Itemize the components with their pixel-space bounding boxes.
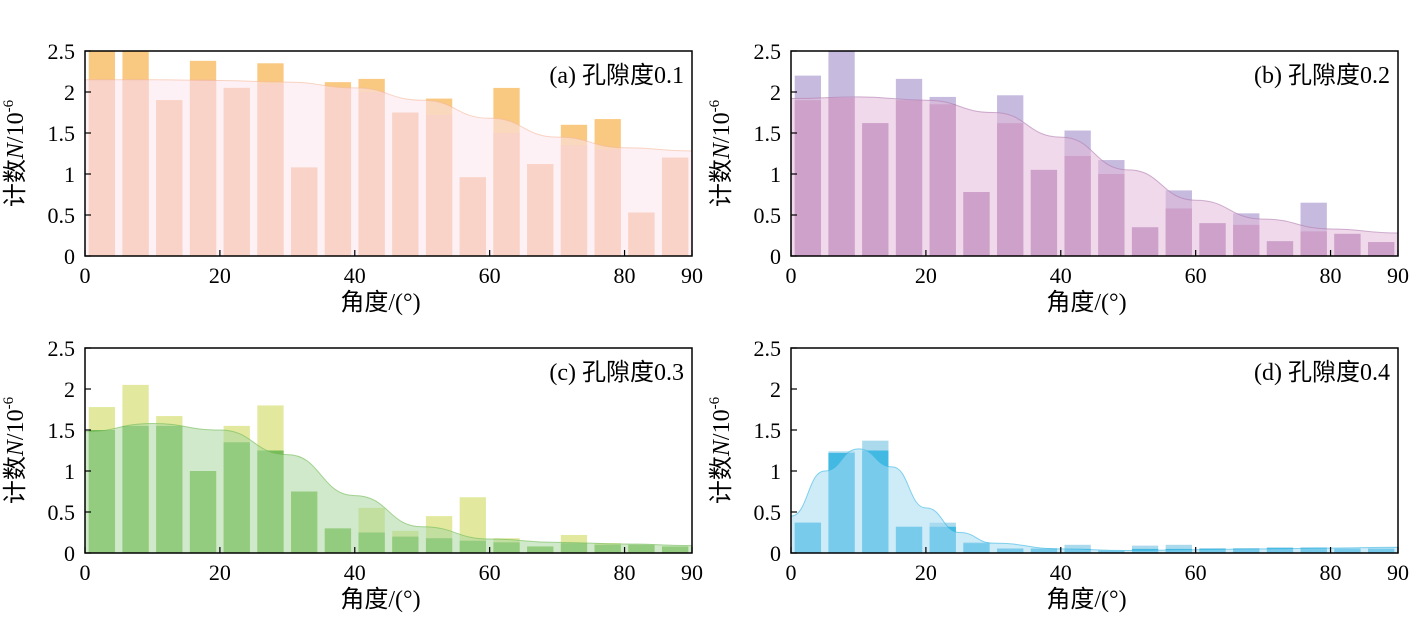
x-axis-title: 角度/(°) (340, 586, 420, 613)
x-tick-label: 20 (209, 263, 231, 288)
plot-frame (790, 347, 1399, 554)
y-axis-title-exponent: -6 (707, 396, 723, 409)
y-tick-label: 1 (64, 162, 75, 187)
y-tick-label: 1 (770, 459, 781, 484)
x-tick-label: 0 (80, 560, 91, 585)
y-tick-label: 0.5 (48, 203, 76, 228)
x-tick-label: 40 (1050, 263, 1072, 288)
distribution-curve (85, 79, 692, 256)
x-tick-label: 40 (344, 560, 366, 585)
y-tick-label: 2 (64, 377, 75, 402)
x-tick-label: 20 (209, 560, 231, 585)
x-tick-label: 90 (681, 560, 703, 585)
y-tick-label: 1.5 (754, 121, 782, 146)
y-axis-title-symbol: N (3, 141, 29, 160)
x-tick-label: 60 (479, 263, 501, 288)
y-axis-title-symbol: N (709, 141, 735, 160)
chart-panel-1: 0 20 40 60 80 90 0 0.5 1 1.5 2 2.5 角度/(°) 计数N/10-6 (b)… (707, 39, 1409, 316)
x-tick-label: 40 (1050, 560, 1072, 585)
y-axis-title: 计数N/10-6 (1, 99, 29, 207)
y-axis-title-text: 计数 (2, 159, 29, 207)
panel-label: (a) 孔隙度0.1 (549, 62, 684, 89)
x-tick-label: 0 (80, 263, 91, 288)
y-axis-title-text: 计数 (708, 456, 735, 504)
plot-frame (84, 50, 693, 257)
plot-frame (790, 50, 1399, 257)
x-axis-title: 角度/(°) (1046, 289, 1126, 316)
chart-panel-2: 0 20 40 60 80 90 0 0.5 1 1.5 2 2.5 角度/(°) 计数N/10-6 (c)… (1, 336, 703, 613)
x-tick-label: 40 (344, 263, 366, 288)
x-tick-label: 60 (1185, 560, 1207, 585)
distribution-curve (791, 96, 1398, 256)
x-tick-label: 90 (1387, 560, 1409, 585)
x-tick-label: 90 (1387, 263, 1409, 288)
x-tick-label: 20 (915, 263, 937, 288)
distribution-curve (791, 448, 1398, 553)
y-axis-title-unit: /10 (3, 409, 29, 440)
distribution-curve (85, 422, 692, 553)
y-tick-label: 2.5 (754, 336, 782, 361)
x-tick-label: 20 (915, 560, 937, 585)
y-tick-label: 0 (64, 541, 75, 566)
panel-label: (d) 孔隙度0.4 (1254, 359, 1390, 386)
y-axis-title-symbol: N (3, 438, 29, 457)
y-tick-label: 0.5 (754, 203, 782, 228)
y-tick-label: 1 (64, 459, 75, 484)
y-axis-title-exponent: -6 (1, 396, 17, 409)
y-axis-title-exponent: -6 (707, 99, 723, 112)
y-axis-title: 计数N/10-6 (707, 396, 735, 504)
x-tick-label: 90 (681, 263, 703, 288)
y-tick-label: 2 (64, 80, 75, 105)
y-axis-title: 计数N/10-6 (707, 99, 735, 207)
plot-area (85, 384, 692, 553)
x-tick-label: 0 (786, 560, 797, 585)
x-tick-label: 0 (786, 263, 797, 288)
y-tick-label: 2 (770, 80, 781, 105)
y-tick-label: 0 (64, 244, 75, 269)
y-axis-title-exponent: -6 (1, 99, 17, 112)
y-axis-title-unit: /10 (3, 112, 29, 143)
panel-label: (c) 孔隙度0.3 (549, 359, 684, 386)
chart-panel-3: 0 20 40 60 80 90 0 0.5 1 1.5 2 2.5 角度/(°) 计数N/10-6 (d)… (707, 336, 1409, 613)
y-tick-label: 2.5 (48, 336, 76, 361)
plot-frame (84, 347, 693, 554)
y-axis-title-text: 计数 (708, 159, 735, 207)
y-tick-label: 1.5 (754, 418, 782, 443)
plot-area (85, 51, 692, 256)
y-axis-title-symbol: N (709, 438, 735, 457)
x-tick-label: 80 (1320, 560, 1342, 585)
x-tick-label: 60 (479, 560, 501, 585)
x-axis-title: 角度/(°) (340, 289, 420, 316)
chart-panel-0: 0 20 40 60 80 90 0 0.5 1 1.5 2 2.5 角度/(°) 计数N/10-6 (a)… (1, 39, 703, 316)
x-tick-label: 60 (1185, 263, 1207, 288)
x-tick-label: 80 (1320, 263, 1342, 288)
y-axis-title: 计数N/10-6 (1, 396, 29, 504)
y-axis-title-unit: /10 (709, 409, 735, 440)
plot-area (791, 440, 1398, 553)
y-axis-title-text: 计数 (2, 456, 29, 504)
x-tick-label: 80 (614, 560, 636, 585)
x-tick-label: 80 (614, 263, 636, 288)
y-tick-label: 1.5 (48, 418, 76, 443)
y-tick-label: 1 (770, 162, 781, 187)
y-tick-label: 1.5 (48, 121, 76, 146)
panel-label: (b) 孔隙度0.2 (1254, 62, 1390, 89)
y-tick-label: 2.5 (754, 39, 782, 64)
plot-area (791, 51, 1398, 256)
y-tick-label: 2.5 (48, 39, 76, 64)
y-tick-label: 0 (770, 244, 781, 269)
y-tick-label: 0.5 (754, 500, 782, 525)
x-axis-title: 角度/(°) (1046, 586, 1126, 613)
y-axis-title-unit: /10 (709, 112, 735, 143)
y-tick-label: 0 (770, 541, 781, 566)
y-tick-label: 0.5 (48, 500, 76, 525)
y-tick-label: 2 (770, 377, 781, 402)
